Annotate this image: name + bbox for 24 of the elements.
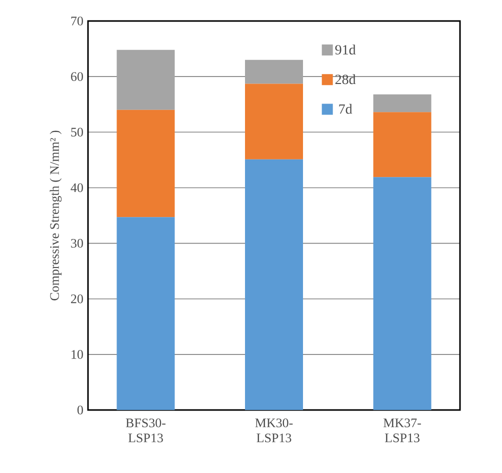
bar — [373, 112, 432, 178]
y-tick-label: 0 — [77, 406, 83, 414]
y-tick-label: 30 — [71, 238, 83, 248]
bar — [373, 177, 432, 410]
legend-label: 7d — [339, 104, 352, 114]
y-axis-title: Compressive Strength ( N/mm² ) — [50, 130, 62, 300]
y-tick-label: 60 — [71, 72, 83, 81]
legend-label: 91d — [335, 44, 356, 54]
bar — [116, 110, 175, 218]
y-tick-label: 70 — [71, 16, 83, 26]
bar — [245, 60, 304, 84]
bar — [116, 50, 175, 110]
y-tick-label: 50 — [71, 128, 83, 137]
x-tick-label: MK30-LSP13 — [255, 418, 293, 442]
bar — [245, 159, 304, 410]
x-tick-label: BFS30-LSP13 — [126, 418, 166, 442]
bar — [116, 217, 175, 410]
legend-label: 28d — [335, 74, 356, 84]
y-tick-label: 10 — [72, 350, 83, 359]
bar — [245, 84, 304, 160]
y-tick-label: 20 — [71, 294, 83, 304]
bar — [373, 94, 432, 112]
x-tick-label: MK37-LSP13 — [384, 418, 421, 442]
y-tick-label: 40 — [70, 183, 83, 192]
